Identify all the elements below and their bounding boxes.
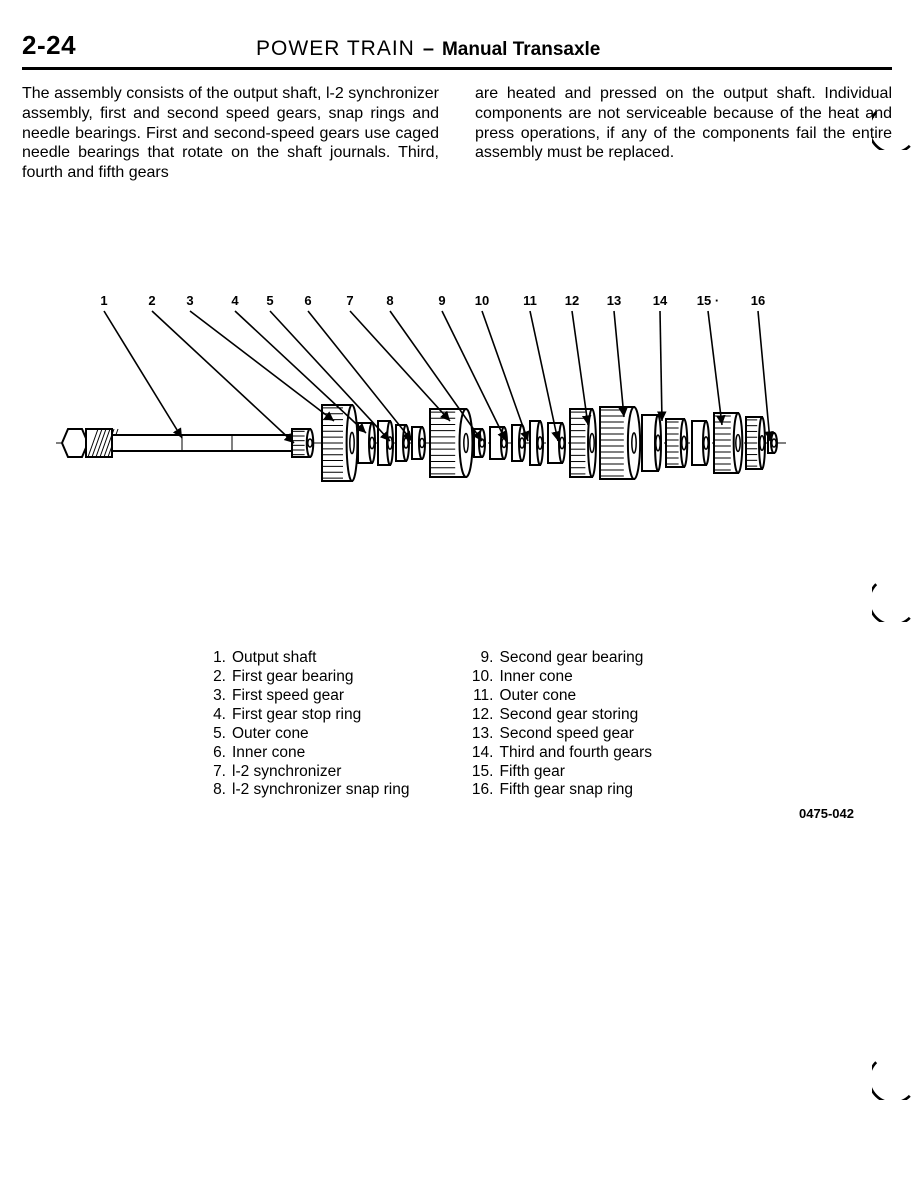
svg-text:9: 9	[438, 293, 445, 308]
legend-item-number: 12.	[469, 706, 493, 725]
legend-item: 16. Fifth gear snap ring	[469, 781, 652, 800]
legend-item-text: l-2 synchronizer snap ring	[232, 781, 409, 800]
legend-item-number: 5.	[202, 725, 226, 744]
legend-item-text: Inner cone	[499, 668, 572, 687]
legend-item: 15. Fifth gear	[469, 763, 652, 782]
legend-item-number: 6.	[202, 744, 226, 763]
legend-item-number: 2.	[202, 668, 226, 687]
legend-item-text: Outer cone	[499, 687, 576, 706]
exploded-diagram: 123456789101112131415 ·16	[22, 293, 892, 553]
title-main: POWER TRAIN	[256, 37, 415, 61]
legend-item-text: Output shaft	[232, 649, 316, 668]
legend-column-right: 9. Second gear bearing 10. Inner cone 11. Out…	[469, 649, 652, 800]
title-sub: Manual Transaxle	[442, 39, 600, 61]
legend-item: 14. Third and fourth gears	[469, 744, 652, 763]
svg-text:8: 8	[386, 293, 393, 308]
svg-text:5: 5	[266, 293, 273, 308]
legend-item-number: 7.	[202, 763, 226, 782]
title-dash: –	[423, 38, 434, 61]
svg-text:3: 3	[186, 293, 193, 308]
legend-item-number: 4.	[202, 706, 226, 725]
body-col-right: are heated and pressed on the output sha…	[475, 84, 892, 183]
legend-item: 4. First gear stop ring	[202, 706, 409, 725]
page-number: 2-24	[22, 30, 76, 61]
body-text: The assembly consists of the output shaf…	[22, 84, 892, 183]
legend-item-number: 10.	[469, 668, 493, 687]
legend-item-text: l-2 synchronizer	[232, 763, 341, 782]
figure-code: 0475-042	[799, 806, 854, 821]
legend-item: 11. Outer cone	[469, 687, 652, 706]
legend-item-text: First gear bearing	[232, 668, 353, 687]
legend-item: 8. l-2 synchronizer snap ring	[202, 781, 409, 800]
svg-text:7: 7	[346, 293, 353, 308]
legend-item-number: 16.	[469, 781, 493, 800]
legend-item: 1. Output shaft	[202, 649, 409, 668]
legend-item: 9. Second gear bearing	[469, 649, 652, 668]
legend-item-text: Inner cone	[232, 744, 305, 763]
legend-item: 2. First gear bearing	[202, 668, 409, 687]
svg-text:15 ·: 15 ·	[697, 293, 719, 308]
svg-text:1: 1	[100, 293, 107, 308]
legend-item-text: Fifth gear snap ring	[499, 781, 633, 800]
punch-hole-icon	[872, 108, 914, 150]
figure-legend: 1. Output shaft 2. First gear bearing 3. Firs…	[202, 649, 892, 800]
legend-item: 3. First speed gear	[202, 687, 409, 706]
svg-text:11: 11	[523, 293, 537, 308]
body-col-left: The assembly consists of the output shaf…	[22, 84, 439, 183]
legend-item-number: 11.	[469, 687, 493, 706]
legend-item-text: Second gear bearing	[499, 649, 643, 668]
legend-item: 6. Inner cone	[202, 744, 409, 763]
legend-item-text: Second speed gear	[499, 725, 633, 744]
legend-item-number: 9.	[469, 649, 493, 668]
legend-item-number: 13.	[469, 725, 493, 744]
legend-item-text: Outer cone	[232, 725, 309, 744]
legend-item: 7. l-2 synchronizer	[202, 763, 409, 782]
legend-item-text: First speed gear	[232, 687, 344, 706]
legend-item: 5. Outer cone	[202, 725, 409, 744]
legend-item: 12. Second gear storing	[469, 706, 652, 725]
legend-item-text: Fifth gear	[499, 763, 564, 782]
svg-text:6: 6	[304, 293, 311, 308]
legend-column-left: 1. Output shaft 2. First gear bearing 3. Firs…	[202, 649, 409, 800]
page-header: 2-24 POWER TRAIN – Manual Transaxle	[22, 30, 892, 70]
svg-text:4: 4	[231, 293, 239, 308]
legend-item: 10. Inner cone	[469, 668, 652, 687]
legend-item-number: 3.	[202, 687, 226, 706]
svg-text:14: 14	[653, 293, 668, 308]
punch-hole-icon	[872, 580, 914, 622]
punch-hole-icon	[872, 1058, 914, 1100]
svg-text:13: 13	[607, 293, 621, 308]
legend-item-text: First gear stop ring	[232, 706, 361, 725]
svg-text:2: 2	[148, 293, 155, 308]
legend-item-text: Second gear storing	[499, 706, 638, 725]
legend-item: 13. Second speed gear	[469, 725, 652, 744]
svg-text:10: 10	[475, 293, 489, 308]
legend-item-number: 15.	[469, 763, 493, 782]
legend-item-number: 14.	[469, 744, 493, 763]
svg-text:12: 12	[565, 293, 579, 308]
legend-item-text: Third and fourth gears	[499, 744, 652, 763]
legend-item-number: 1.	[202, 649, 226, 668]
page-title: POWER TRAIN – Manual Transaxle	[256, 37, 600, 61]
legend-item-number: 8.	[202, 781, 226, 800]
svg-text:16: 16	[751, 293, 765, 308]
